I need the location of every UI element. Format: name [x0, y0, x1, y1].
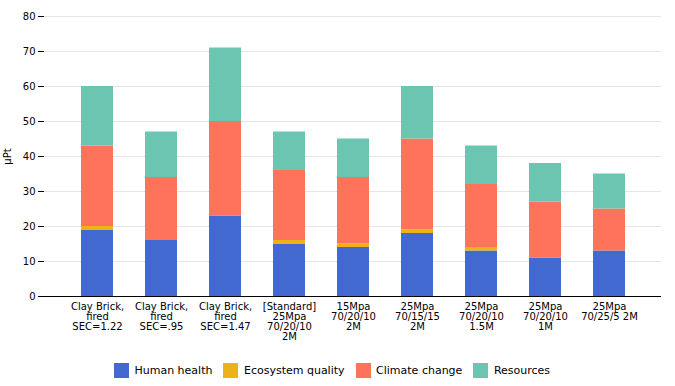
- html-text:Human health: Human health: [134, 364, 213, 377]
- svg-text:60: 60: [23, 81, 36, 92]
- svg-text:μPt: μPt: [2, 148, 13, 164]
- svg-text:80: 80: [23, 11, 36, 22]
- svg-text:25Mpa70/20/101.5M: 25Mpa70/20/101.5M: [459, 301, 504, 332]
- html-text:Resources: Resources: [493, 364, 551, 377]
- svg-text:15Mpa70/20/102M: 15Mpa70/20/102M: [331, 301, 376, 332]
- svg-text:Clay Brick,firedSEC=1.47: Clay Brick,firedSEC=1.47: [199, 301, 252, 332]
- svg-text:[Standard]25Mpa70/20/102M: [Standard]25Mpa70/20/102M: [263, 301, 316, 342]
- svg-text:25Mpa70/15/152M: 25Mpa70/15/152M: [395, 301, 440, 332]
- html-text:Ecosystem quality: Ecosystem quality: [243, 364, 345, 377]
- svg-text:Clay Brick,firedSEC=1.22: Clay Brick,firedSEC=1.22: [71, 301, 124, 332]
- svg-text:30: 30: [23, 186, 36, 197]
- svg-text:0: 0: [29, 291, 35, 302]
- svg-text:25Mpa70/20/101M: 25Mpa70/20/101M: [523, 301, 568, 332]
- html-text:Climate change: Climate change: [376, 364, 463, 377]
- svg-text:10: 10: [23, 256, 36, 267]
- svg-text:Clay Brick,firedSEC=.95: Clay Brick,firedSEC=.95: [135, 301, 188, 332]
- svg-text:20: 20: [23, 221, 36, 232]
- svg-text:50: 50: [23, 116, 36, 127]
- svg-text:40: 40: [23, 151, 36, 162]
- svg-text:70: 70: [23, 46, 36, 57]
- svg-text:25Mpa70/25/5 2M: 25Mpa70/25/5 2M: [581, 301, 638, 322]
